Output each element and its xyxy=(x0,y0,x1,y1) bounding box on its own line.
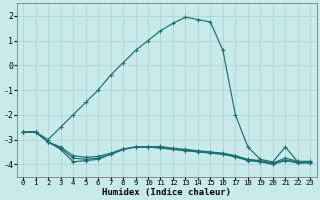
X-axis label: Humidex (Indice chaleur): Humidex (Indice chaleur) xyxy=(102,188,231,197)
